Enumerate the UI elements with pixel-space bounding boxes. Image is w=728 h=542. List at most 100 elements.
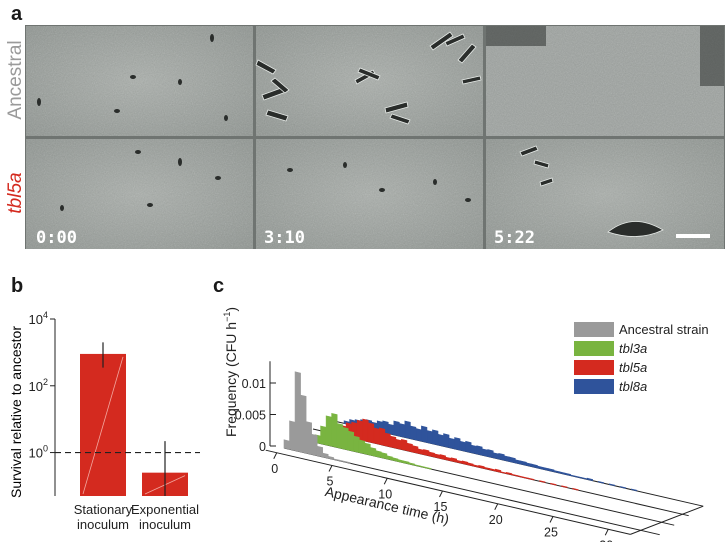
- microscopy-montage: Ancestral tbl5a 0:00 3:10 5:22: [5, 25, 725, 249]
- time-xtick-label-0: 0: [271, 462, 278, 476]
- time-xtick-1: [328, 465, 333, 472]
- hist-bin-2-31: [506, 471, 513, 476]
- survival-ytick-label-0: 100: [29, 444, 48, 461]
- hist-bin-0-0: [283, 439, 290, 450]
- hist-bin-3-16: [432, 429, 439, 446]
- time-xtick-label-1: 5: [327, 475, 334, 489]
- legend-swatch-3: [574, 379, 614, 394]
- hist-bin-3-19: [448, 437, 455, 450]
- hist-bin-1-4: [331, 413, 338, 448]
- hist-bin-0-7: [322, 452, 329, 459]
- hist-bin-0-8: [327, 455, 335, 460]
- tile-r1c1: [26, 26, 253, 136]
- hist-bin-1-15: [392, 457, 399, 462]
- hist-bin-1-13: [381, 452, 388, 460]
- hist-bin-3-8: [387, 423, 395, 436]
- hist-bin-3-35: [537, 465, 544, 470]
- time-xtick-label-2: 10: [378, 487, 392, 501]
- hist-bin-1-7: [347, 430, 355, 452]
- survival-category-label-1-line1: Exponential: [131, 502, 199, 517]
- time-xtick-6: [604, 529, 609, 536]
- hist-bin-1-10: [364, 442, 371, 456]
- hist-bin-0-11: [344, 461, 351, 464]
- hist-bin-1-3: [325, 415, 332, 447]
- hist-bin-2-27: [483, 466, 491, 471]
- hist-bin-2-28: [489, 468, 496, 472]
- hist-bin-1-16: [397, 459, 404, 464]
- hist-bin-3-38: [553, 470, 560, 474]
- scale-bar: [676, 234, 710, 238]
- hist-bin-1-17: [403, 460, 410, 465]
- hist-bin-2-29: [495, 468, 502, 473]
- time-stamp-0: 0:00: [36, 228, 77, 248]
- hist-bin-2-21: [450, 457, 457, 463]
- hist-bin-3-39: [559, 471, 566, 475]
- hist-bin-3-17: [437, 433, 444, 447]
- freq-ytick-label-1: 0.005: [235, 409, 266, 423]
- time-xtick-label-4: 20: [489, 513, 503, 527]
- hist-bin-0-5: [311, 433, 318, 457]
- legend-label-1: tbl3a: [619, 341, 647, 356]
- time-stamp-2: 5:22: [494, 228, 535, 248]
- survival-ytick-label-1: 102: [29, 377, 48, 394]
- tile-r2c2: [256, 139, 483, 249]
- hist-bin-2-11: [395, 438, 402, 450]
- hist-bin-2-22: [456, 459, 463, 464]
- hist-bin-2-8: [379, 427, 386, 446]
- hist-bin-3-36: [542, 466, 549, 471]
- hist-bin-0-2: [294, 371, 301, 453]
- hist-bin-3-34: [531, 463, 538, 469]
- panel-c-letter: c: [213, 275, 225, 297]
- hist-bin-1-9: [358, 439, 366, 455]
- hist-bin-3-37: [548, 468, 555, 473]
- row-label-tbl5a: tbl5a: [5, 172, 26, 213]
- hist-bin-2-15: [417, 448, 424, 455]
- hist-bin-3-20: [454, 437, 461, 451]
- time-xtick-label-3: 15: [434, 500, 448, 514]
- tile-r2c3: [486, 139, 724, 249]
- hist-bin-2-17: [428, 451, 435, 458]
- hist-bin-1-14: [386, 455, 393, 461]
- hist-bin-2-19: [439, 454, 446, 460]
- hist-bin-3-12: [410, 425, 417, 441]
- time-stamp-1: 3:10: [264, 228, 305, 248]
- hist-bin-0-6: [316, 445, 323, 458]
- time-xtick-5: [549, 516, 554, 523]
- hist-bin-2-24: [467, 462, 474, 467]
- hist-bin-2-37: [550, 482, 557, 486]
- time-depth-edge: [630, 505, 704, 535]
- hist-bin-3-25: [481, 448, 489, 457]
- time-x-axis: [265, 449, 631, 535]
- hist-bin-3-29: [503, 455, 511, 462]
- hist-bin-3-27: [492, 452, 500, 460]
- hist-bin-2-16: [423, 449, 430, 457]
- hist-bin-2-13: [406, 442, 413, 453]
- hist-bin-2-14: [412, 445, 419, 454]
- hist-bin-1-2: [320, 425, 327, 446]
- freq-ylabel: Frequency (CFU h−1): [222, 307, 239, 437]
- row-label-ancestral: Ancestral: [5, 40, 26, 119]
- hist-bin-2-36: [539, 480, 546, 483]
- hist-bin-3-26: [487, 449, 494, 459]
- hist-bin-3-10: [399, 423, 406, 438]
- hist-bin-2-5: [362, 418, 369, 443]
- hist-bin-3-47: [620, 486, 627, 489]
- hist-bin-2-12: [401, 438, 408, 452]
- legend-swatch-1: [574, 341, 614, 356]
- time-xtick-3: [439, 490, 443, 498]
- cells-r1c1: [37, 34, 228, 121]
- hist-bin-3-32: [520, 460, 527, 466]
- legend-label-3: tbl8a: [619, 379, 647, 394]
- panel-b-letter: b: [11, 275, 24, 297]
- time-xtick-0: [273, 452, 278, 459]
- time-xtick-label-6: 30: [599, 538, 613, 542]
- hist-bin-3-14: [421, 425, 428, 443]
- survival-category-label-0-line2: inoculum: [77, 517, 129, 532]
- hist-bin-1-6: [342, 426, 349, 451]
- cells-r2c1: [60, 150, 221, 211]
- hist-bin-1-8: [353, 435, 360, 453]
- hist-bin-2-39: [572, 487, 579, 491]
- hist-bin-3-48: [631, 488, 638, 492]
- survival-category-label-0-line1: Stationary: [74, 502, 133, 517]
